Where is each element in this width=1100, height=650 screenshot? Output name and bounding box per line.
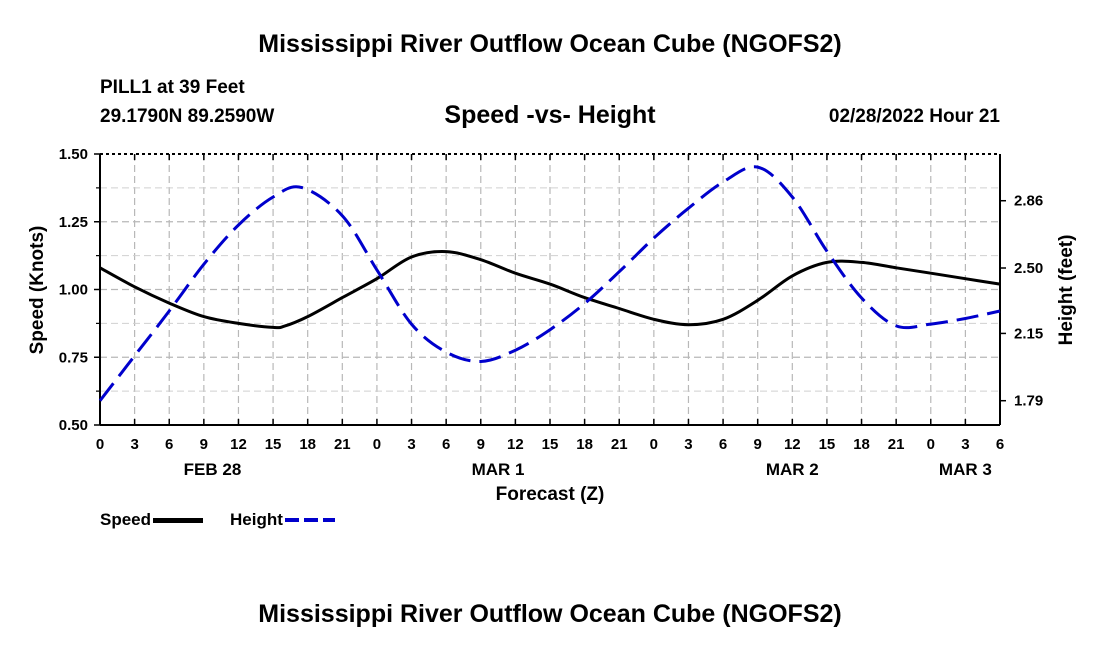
y-tick-label: 1.00 (59, 282, 88, 299)
x-tick-label: 3 (407, 436, 415, 453)
grid (100, 154, 1000, 425)
day-label: MAR 3 (939, 460, 992, 479)
x-tick-label: 9 (754, 436, 762, 453)
x-tick-label: 21 (611, 436, 628, 453)
y2-tick-label: 2.86 (1014, 193, 1043, 210)
y-axis-label: Speed (Knots) (27, 226, 48, 355)
x-tick-label: 12 (230, 436, 247, 453)
x-tick-label: 6 (442, 436, 450, 453)
height-series-line (98, 165, 1001, 402)
x-tick-label: 21 (334, 436, 351, 453)
day-label: MAR 1 (472, 460, 525, 479)
chart-subtitle: Speed -vs- Height (444, 101, 656, 129)
x-tick-label: 3 (130, 436, 138, 453)
y-tick-label: 0.75 (59, 349, 88, 366)
y2-tick-label: 2.50 (1014, 260, 1043, 277)
speed-series-line (99, 250, 1001, 330)
series-lines (98, 165, 1001, 402)
bottom-title: Mississippi River Outflow Ocean Cube (NG… (258, 600, 842, 628)
x-tick-label: 9 (200, 436, 208, 453)
y2-tick-label: 1.79 (1014, 393, 1043, 410)
legend-speed-swatch (153, 517, 204, 523)
x-tick-label: 0 (96, 436, 104, 453)
x-tick-label: 3 (684, 436, 692, 453)
chart-title: Mississippi River Outflow Ocean Cube (NG… (258, 30, 842, 58)
y-tick-label: 1.25 (59, 214, 88, 231)
coordinates-label: 29.1790N 89.2590W (100, 106, 275, 127)
x-tick-label: 0 (650, 436, 658, 453)
y2-axis-label: Height (feet) (1056, 235, 1077, 346)
y2-tick-label: 2.15 (1014, 325, 1043, 342)
legend-height-label: Height (230, 510, 283, 529)
x-tick-label: 15 (542, 436, 559, 453)
y-tick-label: 0.50 (59, 417, 88, 434)
legend-speed-label: Speed (100, 510, 152, 529)
x-tick-label: 6 (996, 436, 1004, 453)
x-tick-label: 21 (888, 436, 905, 453)
x-tick-label: 6 (165, 436, 173, 453)
x-tick-label: 18 (853, 436, 870, 453)
axes: 0 3 6 9 12 15 18 21 0 3 6 9 12 15 18 21 0 3 6 9 12 15 18 21 0 3 6 0… (59, 146, 1043, 479)
legend-speed: Speed (100, 510, 204, 530)
x-tick-label: 15 (265, 436, 282, 453)
x-axis-label: Forecast (Z) (496, 484, 605, 505)
x-tick-label: 18 (299, 436, 316, 453)
x-tick-label: 12 (784, 436, 801, 453)
y-tick-label: 1.50 (59, 146, 88, 163)
x-tick-label: 0 (927, 436, 935, 453)
station-label: PILL1 at 39 Feet (100, 77, 245, 98)
x-tick-label: 12 (507, 436, 524, 453)
x-tick-label: 18 (576, 436, 593, 453)
legend-height: Height (230, 510, 337, 530)
day-label: MAR 2 (766, 460, 819, 479)
forecast-datetime: 02/28/2022 Hour 21 (828, 106, 1000, 127)
x-tick-label: 0 (373, 436, 381, 453)
legend-height-swatch (284, 518, 335, 522)
x-tick-label: 9 (477, 436, 485, 453)
x-tick-label: 6 (719, 436, 727, 453)
day-label: FEB 28 (184, 460, 242, 479)
x-tick-label: 3 (961, 436, 969, 453)
x-tick-label: 15 (819, 436, 836, 453)
